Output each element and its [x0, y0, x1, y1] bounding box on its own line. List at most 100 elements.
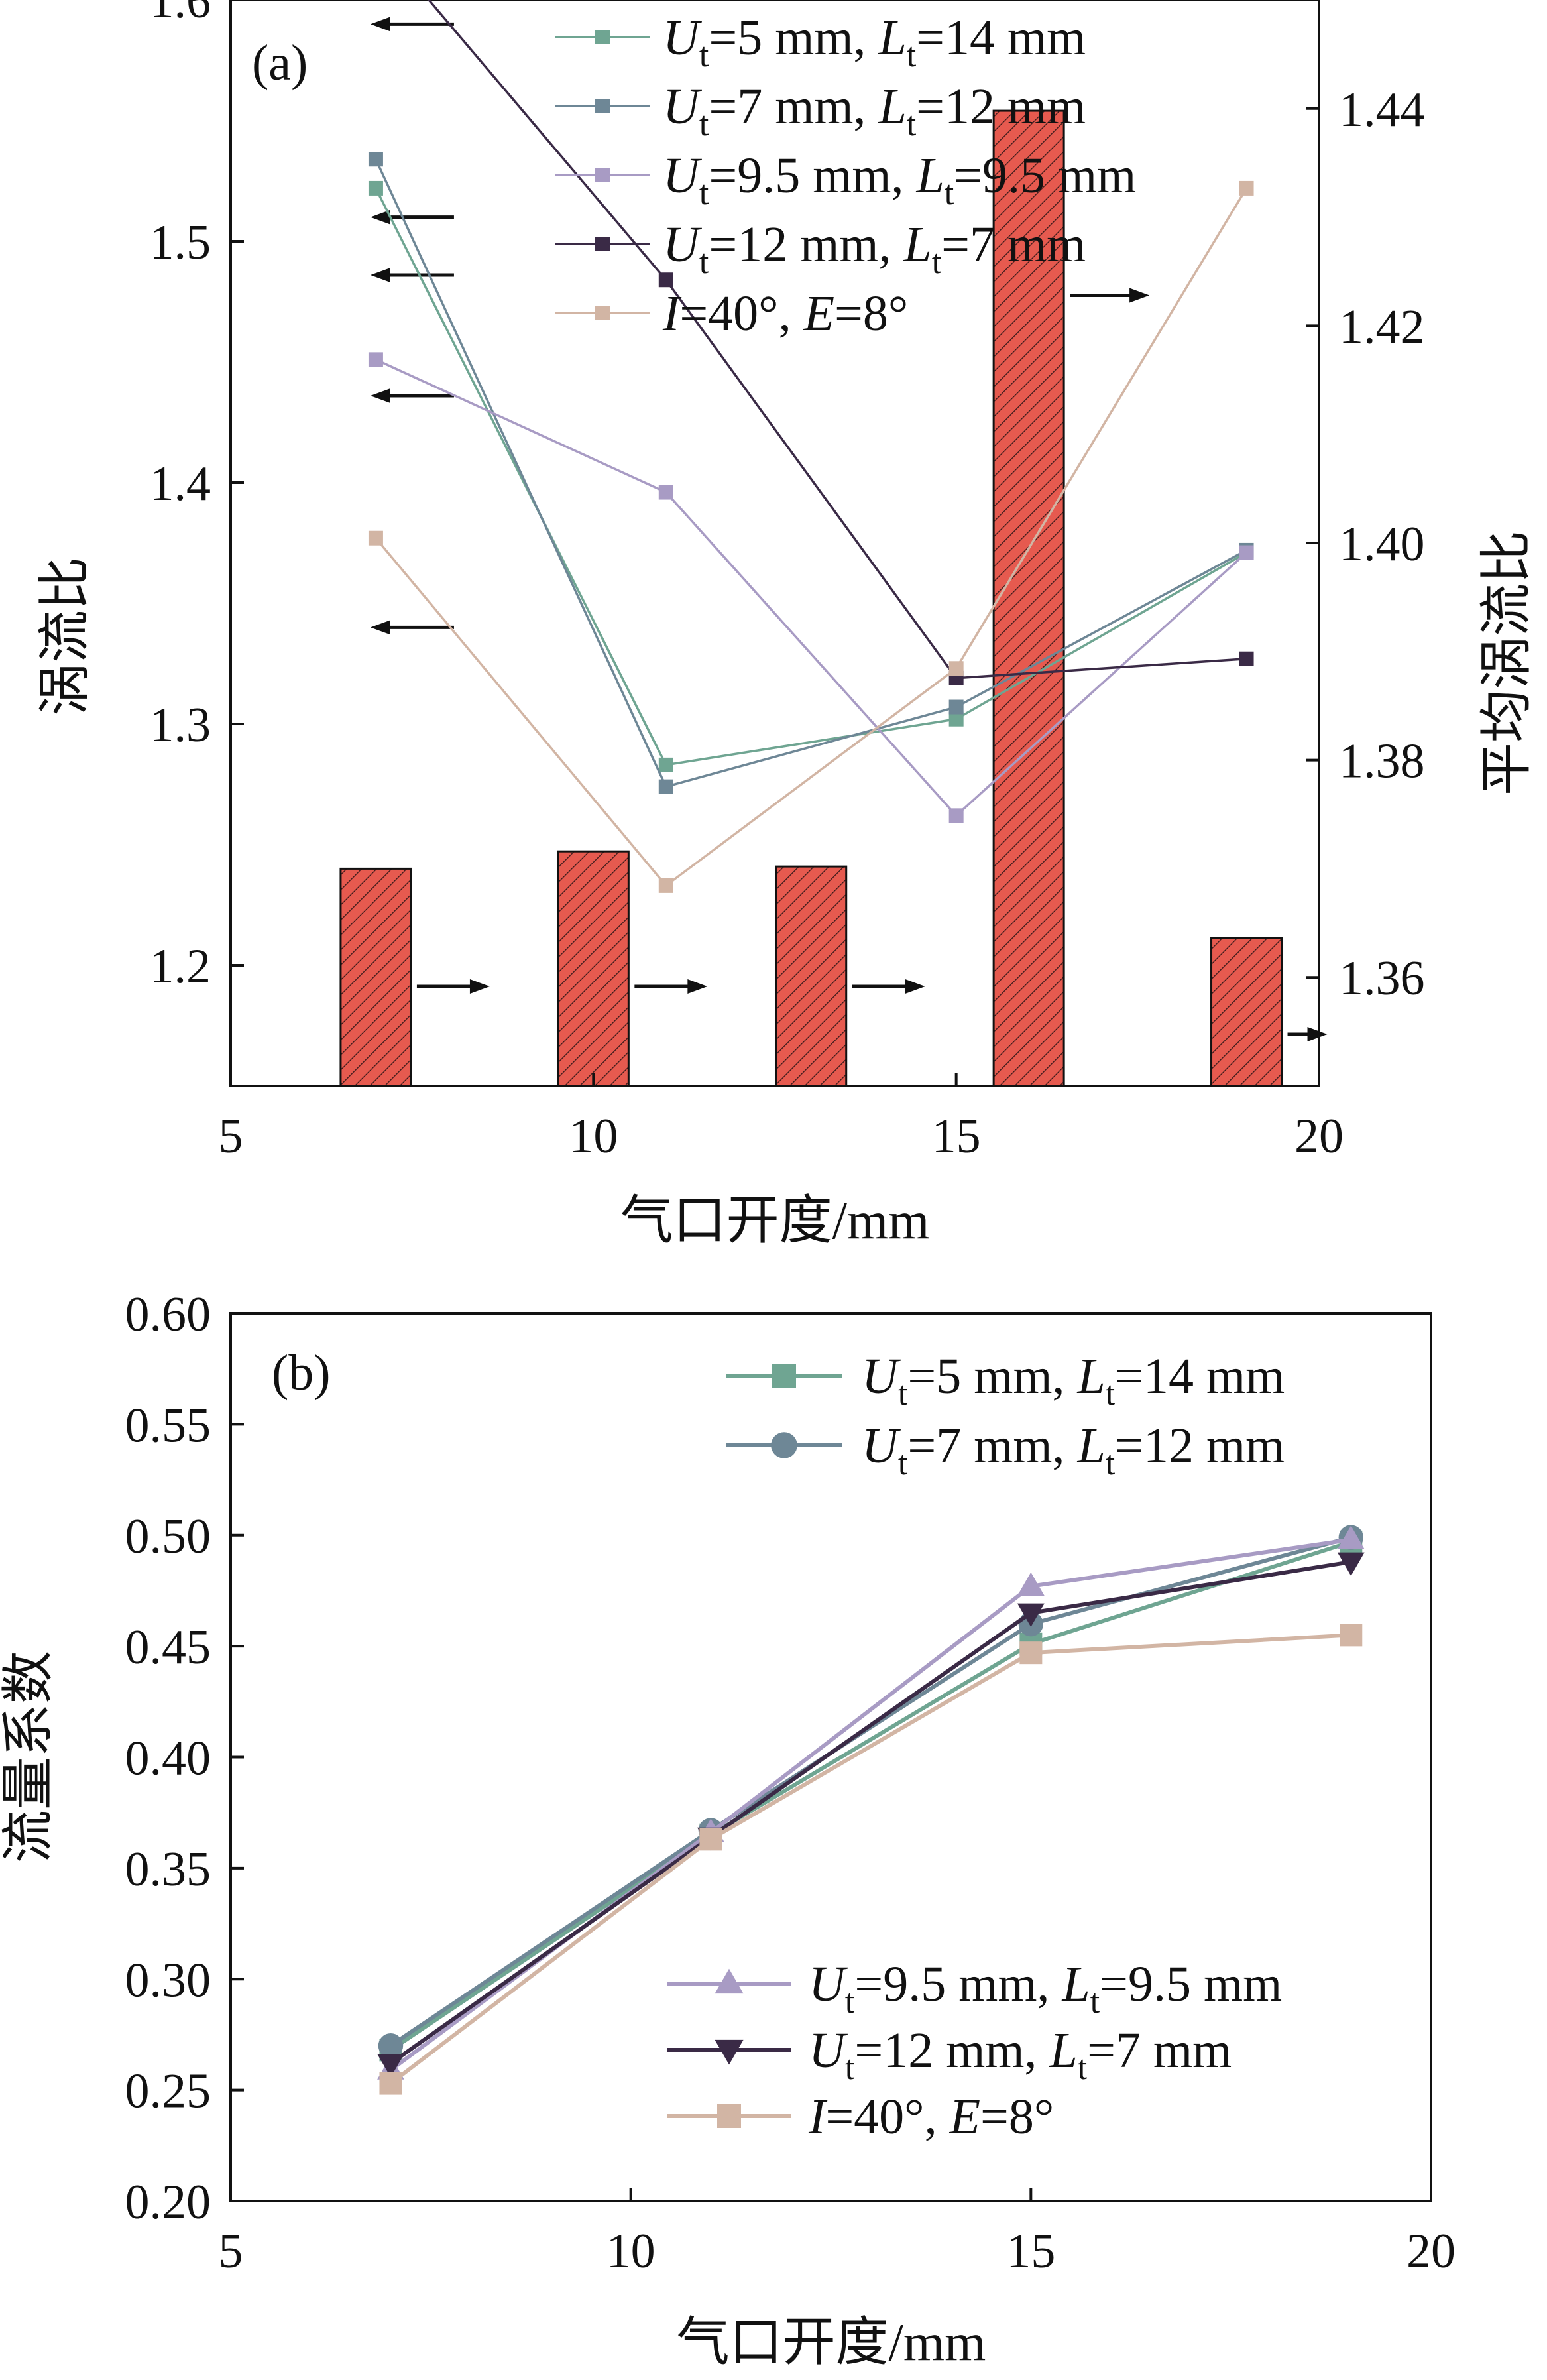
chart-b-legend-item: Ut=9.5 mm, Lt=9.5 mm	[667, 1956, 1282, 2021]
chart-a-point	[658, 272, 673, 288]
chart-a-bar	[339, 867, 412, 1087]
chart-a-legend-label: Ut=12 mm, Lt=7 mm	[663, 217, 1086, 281]
chart-a-axis-arrows	[370, 17, 1328, 1041]
chart-a-y-tick-label: 1.4	[150, 457, 211, 511]
chart-a-line-arrow-head	[370, 267, 390, 282]
chart-a-bar	[992, 109, 1065, 1087]
chart-a-point	[658, 757, 673, 772]
chart-b-legend-item: Ut=7 mm, Lt=12 mm	[726, 1418, 1285, 1482]
chart-a-line-arrow-head	[370, 620, 390, 635]
chart-a-legend-item: Ut=12 mm, Lt=7 mm	[555, 217, 1086, 281]
chart-a-legend-label: Ut=5 mm, Lt=14 mm	[663, 10, 1086, 74]
chart-a-point	[948, 699, 964, 715]
chart-a-point	[368, 530, 383, 546]
chart-a-point	[948, 661, 964, 676]
chart-a-legend-marker	[595, 30, 610, 44]
chart-b-x-tick-label: 5	[219, 2224, 243, 2279]
chart-a-y-tick-label: 1.2	[150, 939, 211, 994]
chart-a-legend-label: Ut=7 mm, Lt=12 mm	[663, 79, 1086, 143]
chart-a-point	[1239, 545, 1254, 560]
chart-a-line-arrow-head	[370, 388, 390, 403]
chart-b-y-tick-label: 0.30	[125, 1953, 211, 2007]
chart-b-legend-label: I=40°, E=8°	[808, 2089, 1054, 2145]
chart-a-point	[658, 779, 673, 794]
chart-a-bar	[775, 865, 848, 1087]
chart-b-x-tick-label: 20	[1406, 2224, 1456, 2279]
chart-b-y-tick-label: 0.40	[125, 1732, 211, 1786]
chart-b-series-4	[379, 1624, 1363, 2095]
chart-b-y-tick-label: 0.35	[125, 1842, 211, 1897]
chart-b-legend-marker	[715, 1968, 744, 1994]
chart-a-bar	[1210, 937, 1283, 1087]
chart-b-series-line	[389, 1633, 1351, 2085]
chart-a-point	[948, 808, 964, 823]
chart-a-point	[658, 485, 673, 500]
chart-a-legend-label: I=40°, E=8°	[662, 286, 908, 341]
chart-a: 5 10 15 20 1.2 1.3 1.4 1.5 1.6 1.36 1.38 1.40 1.42…	[36, 0, 1536, 1250]
chart-b-series-line	[389, 1559, 1351, 2065]
chart-b-legend-marker	[771, 1432, 797, 1458]
chart-b-x-tick-label: 15	[1006, 2224, 1055, 2279]
chart-b: 5 10 15 20 0.20 0.25 0.30 0.35 0.40 0.45 0.50 0.55…	[0, 1287, 1456, 2372]
chart-b-legend-label: Ut=9.5 mm, Lt=9.5 mm	[809, 1956, 1282, 2021]
chart-a-point	[1239, 180, 1254, 196]
chart-b-y-tick-label: 0.25	[125, 2064, 211, 2119]
chart-a-legend-label: Ut=9.5 mm, Lt=9.5 mm	[663, 148, 1136, 212]
chart-a-y2-tick-label: 1.44	[1339, 83, 1425, 137]
chart-a-line-arrow-head	[370, 209, 390, 225]
chart-a-y-tick-label: 1.3	[150, 698, 211, 752]
chart-a-y2-ticks: 1.36 1.38 1.40 1.42 1.44	[1306, 83, 1425, 1006]
chart-a-x-tick-label: 5	[219, 1109, 243, 1163]
chart-b-y-tick-label: 0.50	[125, 1510, 211, 1564]
chart-b-legend-label: Ut=5 mm, Lt=14 mm	[862, 1348, 1285, 1413]
chart-b-x-label: 气口开度/mm	[677, 2314, 986, 2372]
chart-a-point	[948, 711, 964, 727]
chart-a-point	[368, 352, 383, 367]
chart-b-point	[1337, 1552, 1365, 1576]
chart-a-legend-marker	[595, 168, 610, 182]
chart-b-point	[1017, 1603, 1045, 1627]
chart-a-series	[368, 0, 1254, 893]
chart-a-series-2	[368, 352, 1254, 823]
chart-b-y-tick-label: 0.55	[125, 1398, 211, 1453]
chart-a-legend-marker	[595, 306, 610, 320]
chart-a-bar-arrow-head	[1129, 288, 1150, 303]
chart-b-point	[379, 2072, 402, 2095]
chart-b-series-line	[389, 1539, 1352, 2052]
chart-a-x-tick-label: 10	[569, 1109, 618, 1163]
chart-a-point	[368, 180, 383, 196]
chart-a-line-arrow-head	[370, 17, 390, 32]
chart-b-legend-marker	[715, 2039, 744, 2065]
chart-a-x-tick-label: 20	[1294, 1109, 1344, 1163]
chart-a-y-ticks: 1.2 1.3 1.4 1.5 1.6	[150, 0, 244, 994]
chart-b-legend-marker	[772, 1364, 796, 1388]
chart-b-point	[378, 2033, 404, 2058]
chart-b-legend-item: Ut=12 mm, Lt=7 mm	[667, 2023, 1232, 2087]
chart-b-x-ticks: 5 10 15 20	[219, 2188, 1456, 2279]
chart-a-panel-label: (a)	[252, 35, 308, 91]
chart-a-series-line	[375, 358, 1247, 817]
chart-a-legend-item: Ut=9.5 mm, Lt=9.5 mm	[555, 148, 1136, 212]
chart-b-legend-label: Ut=7 mm, Lt=12 mm	[862, 1418, 1285, 1482]
chart-b-point	[377, 2054, 404, 2078]
chart-a-point	[1239, 651, 1254, 666]
chart-b-point	[1017, 1572, 1045, 1596]
chart-a-bar-arrow-head	[1307, 1027, 1328, 1041]
chart-a-y2-tick-label: 1.38	[1339, 735, 1425, 789]
chart-a-series-line	[374, 188, 1247, 766]
chart-a-bars	[339, 109, 1283, 1087]
chart-a-series-line	[374, 188, 1248, 888]
chart-b-series	[377, 1525, 1365, 2095]
chart-b-y-ticks: 0.20 0.25 0.30 0.35 0.40 0.45 0.50 0.55 0.60	[125, 1287, 244, 2230]
chart-b-point	[1019, 1641, 1043, 1665]
chart-a-x-tick-label: 15	[932, 1109, 981, 1163]
chart-b-y-tick-label: 0.20	[125, 2175, 211, 2230]
chart-a-x-label: 气口开度/mm	[620, 1192, 930, 1250]
chart-b-legend-marker	[717, 2104, 741, 2128]
chart-a-y2-tick-label: 1.40	[1339, 517, 1425, 571]
chart-a-legend-item: Ut=5 mm, Lt=14 mm	[555, 10, 1086, 74]
chart-b-y-tick-label: 0.60	[125, 1287, 211, 1342]
